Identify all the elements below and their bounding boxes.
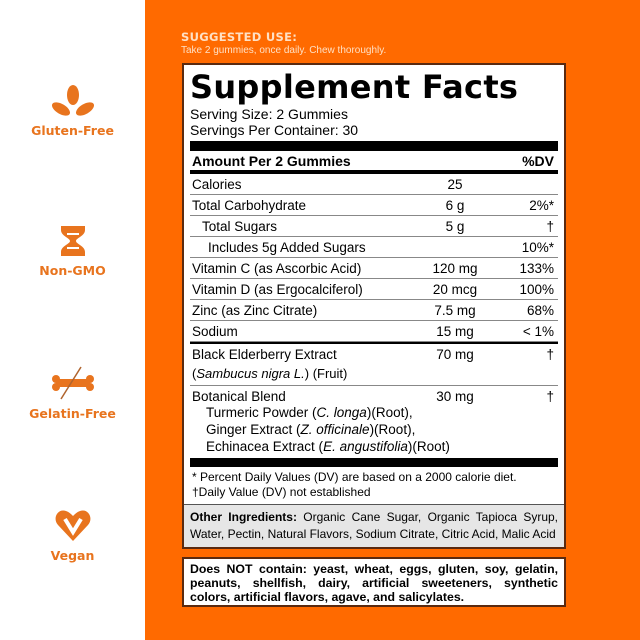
nutrient-dv: † bbox=[546, 219, 554, 234]
badge-vegan: Vegan bbox=[0, 508, 145, 563]
suggested-use-text: Take 2 gummies, once daily. Chew thoroug… bbox=[181, 45, 387, 56]
suggested-use: SUGGESTED USE: Take 2 gummies, once dail… bbox=[181, 30, 386, 56]
nutrient-amount: 5 g bbox=[445, 219, 465, 234]
nutrient-row: Total Sugars 5 g † bbox=[190, 216, 558, 237]
nutrient-name: Zinc (as Zinc Citrate) bbox=[192, 303, 318, 318]
nutrient-name: Botanical Blend bbox=[192, 389, 286, 404]
nutrient-dv: 10%* bbox=[521, 240, 554, 255]
badge-label: Vegan bbox=[50, 548, 95, 563]
nutrient-row: Calories 25 bbox=[190, 174, 558, 195]
nutrient-row: Sodium 15 mg < 1% bbox=[190, 321, 558, 342]
nutrient-name: Total Sugars bbox=[202, 219, 278, 234]
nutrient-row: Includes 5g Added Sugars 10%* bbox=[190, 237, 558, 258]
nutrient-amount: 25 bbox=[447, 177, 463, 192]
nutrient-amount: 30 mg bbox=[436, 389, 474, 404]
wheat-leaf-icon bbox=[51, 85, 94, 116]
amount-header: Amount Per 2 Gummies %DV bbox=[190, 151, 558, 174]
badge-label: Gluten-Free bbox=[31, 123, 114, 138]
nutrient-name: Vitamin C (as Ascorbic Acid) bbox=[192, 261, 362, 276]
other-ingredients-text: Organic Cane Sugar, Organic Tapioca Syru… bbox=[190, 510, 559, 541]
other-ingredients-label: Other Ingredients: bbox=[190, 510, 297, 524]
dna-icon bbox=[60, 226, 85, 256]
botanical-row: Botanical Blend 30 mg † Turmeric Powder … bbox=[190, 386, 558, 458]
suggested-use-heading: SUGGESTED USE: bbox=[181, 30, 298, 44]
divider bbox=[190, 341, 558, 344]
does-not-contain: Does NOT contain: yeast, wheat, eggs, gl… bbox=[182, 557, 566, 607]
footnotes: * Percent Daily Values (DV) are based on… bbox=[184, 467, 564, 504]
ingredient-name: Echinacea Extract ( bbox=[206, 439, 324, 454]
latin-name: E. angustifolia bbox=[323, 439, 408, 454]
latin-name: Z. officinale bbox=[300, 422, 370, 437]
badge-label: Gelatin-Free bbox=[29, 406, 116, 421]
nutrient-amount: 7.5 mg bbox=[434, 303, 476, 318]
ingredient-name: Turmeric Powder ( bbox=[206, 405, 317, 420]
botanical-ingredient: Ginger Extract (Z. officinale)(Root), bbox=[206, 421, 450, 438]
nutrient-amount: 15 mg bbox=[436, 324, 474, 339]
servings-per-container: Servings Per Container: 30 bbox=[190, 122, 359, 138]
botanical-ingredient: Turmeric Powder (C. longa)(Root), bbox=[206, 404, 450, 421]
badge-gluten-free: Gluten-Free bbox=[0, 85, 145, 138]
footnote-dv: * Percent Daily Values (DV) are based on… bbox=[192, 470, 517, 484]
crossed-bone-icon bbox=[51, 366, 94, 400]
divider bbox=[190, 141, 558, 151]
nutrient-dv: < 1% bbox=[522, 324, 554, 339]
nutrient-row: Total Carbohydrate 6 g 2%* bbox=[190, 195, 558, 216]
badge-column: Gluten-Free Non-GMO Gelatin-Free Vegan bbox=[0, 0, 145, 640]
nutrient-name: Vitamin D (as Ergocalciferol) bbox=[192, 282, 363, 297]
badge-gelatin-free: Gelatin-Free bbox=[0, 366, 145, 421]
nutrient-name: Black Elderberry Extract bbox=[192, 347, 337, 362]
heart-v-icon bbox=[55, 510, 90, 541]
nutrient-name: Sodium bbox=[192, 324, 238, 339]
botanical-ingredient: Echinacea Extract (E. angustifolia)(Root… bbox=[206, 438, 450, 455]
plant-part: (Fruit) bbox=[312, 366, 348, 381]
ingredient-name: Ginger Extract ( bbox=[206, 422, 301, 437]
divider bbox=[190, 458, 558, 467]
plant-part: )(Root), bbox=[366, 405, 413, 420]
nutrient-name: Calories bbox=[192, 177, 242, 192]
elderberry-row: Black Elderberry Extract 70 mg † (Sambuc… bbox=[190, 344, 558, 386]
nutrient-amount: 20 mcg bbox=[432, 282, 478, 297]
badge-non-gmo: Non-GMO bbox=[0, 225, 145, 278]
nutrient-dv: 2%* bbox=[529, 198, 554, 213]
nutrient-name: Total Carbohydrate bbox=[192, 198, 307, 213]
latin-name: C. longa bbox=[316, 405, 367, 420]
supplement-facts-label: Supplement Facts Serving Size: 2 Gummies… bbox=[182, 63, 566, 549]
plant-part: )(Root) bbox=[407, 439, 450, 454]
amount-header-label: Amount Per 2 Gummies bbox=[192, 153, 351, 169]
facts-title: Supplement Facts bbox=[190, 68, 519, 106]
nutrient-amount: 120 mg bbox=[432, 261, 478, 276]
latin-name: Sambucus nigra L. bbox=[196, 366, 305, 381]
dv-header-label: %DV bbox=[522, 153, 554, 169]
plant-part: )(Root), bbox=[369, 422, 416, 437]
nutrient-dv: † bbox=[546, 389, 554, 404]
other-ingredients: Other Ingredients: Organic Cane Sugar, O… bbox=[184, 504, 564, 547]
nutrient-amount: 6 g bbox=[445, 198, 465, 213]
serving-size: Serving Size: 2 Gummies bbox=[190, 106, 348, 122]
footnote-dagger: †Daily Value (DV) not established bbox=[192, 485, 371, 499]
nutrient-dv: 68% bbox=[526, 303, 554, 318]
nutrient-dv: 100% bbox=[519, 282, 554, 297]
nutrient-dv: † bbox=[546, 347, 554, 362]
badge-label: Non-GMO bbox=[39, 263, 106, 278]
nutrient-name: Includes 5g Added Sugars bbox=[208, 240, 366, 255]
nutrient-row: Vitamin D (as Ergocalciferol) 20 mcg 100% bbox=[190, 279, 558, 300]
nutrient-amount: 70 mg bbox=[436, 347, 474, 362]
nutrient-dv: 133% bbox=[519, 261, 554, 276]
nutrient-row: Zinc (as Zinc Citrate) 7.5 mg 68% bbox=[190, 300, 558, 321]
nutrient-row: Vitamin C (as Ascorbic Acid) 120 mg 133% bbox=[190, 258, 558, 279]
